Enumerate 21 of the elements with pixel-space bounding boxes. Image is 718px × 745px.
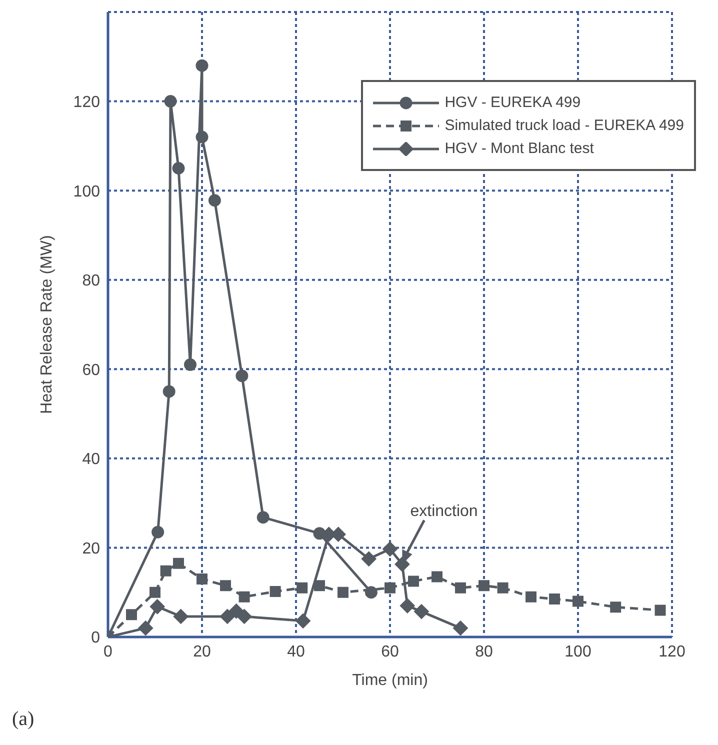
x-tick-label: 100: [564, 643, 592, 660]
y-tick-label: 20: [82, 540, 100, 558]
legend-label: Simulated truck load - EUREKA 499: [444, 117, 684, 134]
x-tick-label: 40: [287, 643, 305, 660]
x-tick-label: 120: [658, 643, 686, 660]
x-tick-label: 0: [104, 643, 113, 660]
legend-label: HGV - Mont Blanc test: [444, 140, 594, 157]
text: (a): [12, 708, 34, 731]
x-tick-label: 20: [193, 643, 211, 660]
y-tick-label: 40: [82, 451, 100, 468]
legend-label: HGV - EUREKA 499: [444, 94, 581, 111]
x-tick-label: 80: [475, 643, 493, 660]
x-tick-label: 60: [381, 643, 399, 660]
y-tick-label: 100: [73, 183, 100, 200]
y-axis-title: Heat Release Rate (MW): [38, 235, 56, 414]
y-tick-label: 80: [82, 272, 100, 290]
y-tick-label: 120: [73, 94, 100, 111]
y-tick-label: 0: [91, 630, 100, 647]
y-tick-label: 60: [82, 362, 100, 379]
annotation: extinction: [410, 503, 478, 520]
x-axis-title: Time (min): [352, 672, 428, 689]
